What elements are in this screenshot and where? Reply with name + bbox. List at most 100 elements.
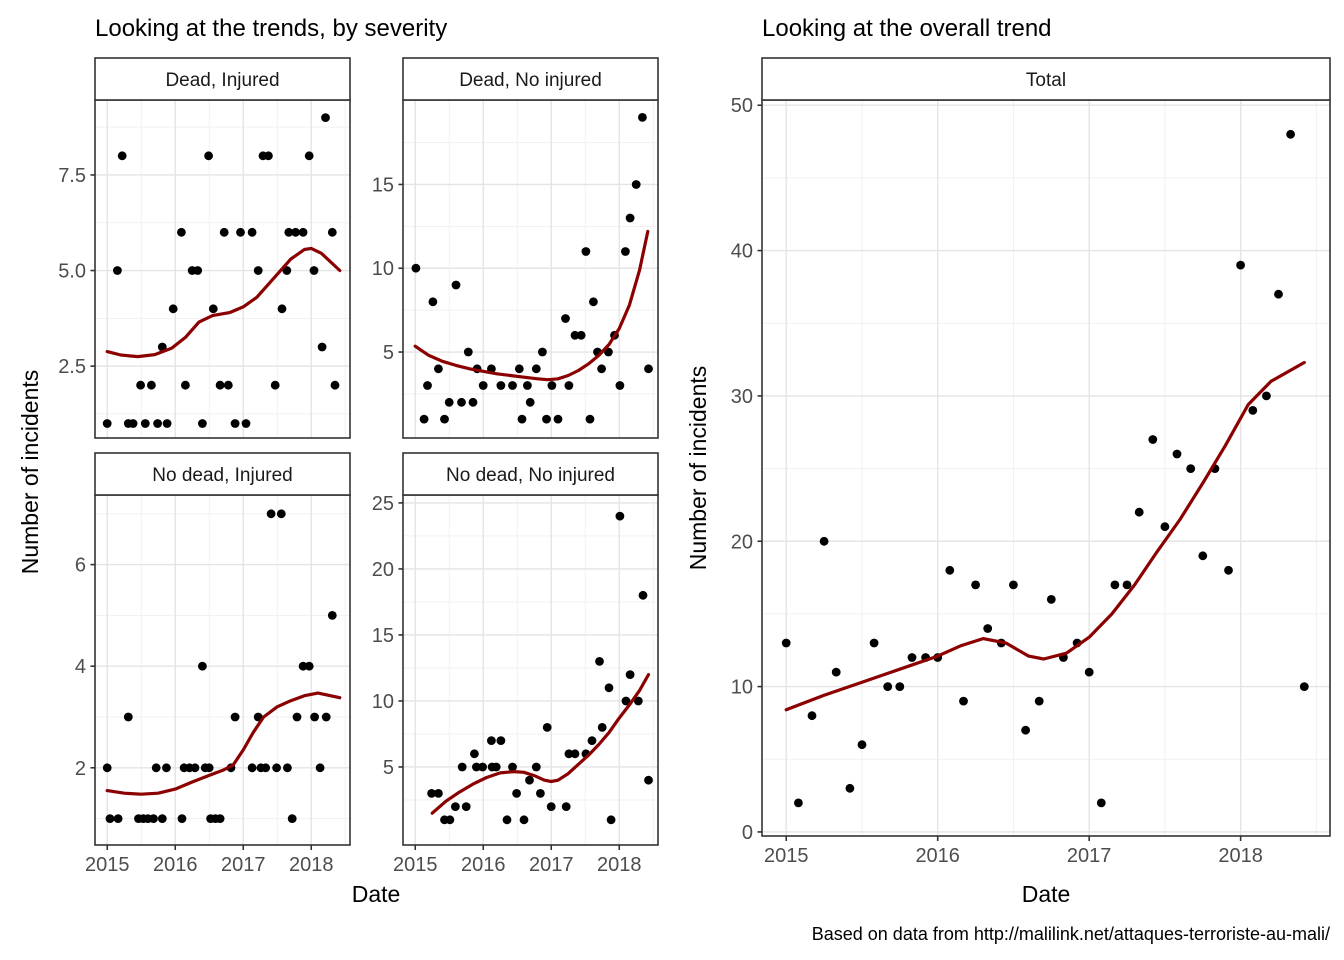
data-point bbox=[327, 227, 337, 237]
facet-strip-label: Dead, Injured bbox=[165, 70, 279, 91]
data-point bbox=[451, 802, 460, 811]
y-tick-label: 2 bbox=[75, 758, 86, 780]
data-point bbox=[253, 266, 263, 275]
data-point bbox=[625, 213, 635, 223]
facet-strip-label: Total bbox=[1026, 70, 1066, 91]
data-point bbox=[502, 815, 512, 825]
data-point bbox=[457, 762, 467, 772]
right-x-axis-title: Date bbox=[1022, 881, 1071, 907]
x-tick-label: 2018 bbox=[289, 854, 334, 876]
data-point bbox=[428, 297, 438, 307]
data-point bbox=[151, 763, 161, 773]
data-point bbox=[606, 815, 616, 825]
data-point bbox=[1224, 565, 1233, 575]
panel-background bbox=[403, 100, 658, 438]
data-point bbox=[496, 381, 506, 390]
data-point bbox=[162, 419, 172, 428]
panel-background bbox=[403, 495, 658, 845]
y-tick-label: 5 bbox=[383, 757, 394, 779]
left-y-axis-title: Number of incidents bbox=[17, 370, 43, 575]
data-point bbox=[638, 113, 647, 122]
data-point bbox=[136, 380, 146, 390]
data-point bbox=[983, 624, 993, 633]
y-tick-label: 15 bbox=[372, 174, 394, 196]
data-point bbox=[1262, 391, 1271, 401]
data-source-caption: Based on data from http://malilink.net/a… bbox=[812, 924, 1330, 944]
data-point bbox=[292, 712, 302, 722]
data-point bbox=[587, 736, 597, 745]
data-point bbox=[1021, 725, 1030, 735]
y-tick-label: 0 bbox=[742, 822, 753, 844]
data-point bbox=[845, 783, 855, 793]
data-point bbox=[581, 247, 591, 256]
data-point bbox=[604, 683, 614, 693]
data-point bbox=[781, 638, 791, 648]
data-point bbox=[883, 682, 893, 691]
data-point bbox=[514, 364, 524, 374]
y-tick-label: 50 bbox=[731, 95, 753, 117]
data-point bbox=[597, 364, 606, 374]
data-point bbox=[491, 762, 501, 772]
data-point bbox=[193, 266, 203, 275]
facet-strip bbox=[402, 57, 659, 101]
data-point bbox=[1046, 595, 1056, 604]
data-point bbox=[819, 536, 829, 546]
data-point bbox=[478, 381, 488, 390]
data-point bbox=[1299, 682, 1309, 691]
data-point bbox=[621, 247, 630, 256]
data-point bbox=[625, 670, 635, 679]
y-tick-label: 6 bbox=[75, 555, 86, 577]
data-point bbox=[1009, 580, 1018, 590]
data-point bbox=[542, 723, 552, 732]
data-point bbox=[621, 696, 631, 706]
data-point bbox=[298, 661, 308, 671]
data-point bbox=[857, 740, 867, 750]
data-point bbox=[1034, 696, 1044, 706]
data-point bbox=[1248, 406, 1258, 415]
facet-strip bbox=[94, 452, 351, 496]
data-point bbox=[434, 789, 443, 798]
data-point bbox=[1286, 129, 1295, 139]
data-point bbox=[113, 266, 122, 275]
data-point bbox=[230, 712, 240, 722]
data-point bbox=[298, 227, 308, 237]
data-point bbox=[615, 511, 625, 521]
data-point bbox=[102, 419, 112, 428]
facet-strip bbox=[761, 57, 1331, 101]
data-point bbox=[561, 314, 570, 323]
data-point bbox=[276, 509, 286, 519]
data-point bbox=[445, 815, 455, 825]
x-tick-label: 2015 bbox=[85, 854, 130, 876]
data-point bbox=[419, 414, 429, 424]
data-point bbox=[553, 414, 563, 424]
data-point bbox=[327, 611, 337, 620]
x-tick-label: 2018 bbox=[1218, 845, 1263, 867]
data-point bbox=[576, 330, 586, 340]
data-point bbox=[147, 380, 156, 390]
data-point bbox=[284, 227, 294, 237]
data-point bbox=[1236, 260, 1245, 270]
data-point bbox=[123, 712, 133, 722]
data-point bbox=[241, 419, 251, 428]
right-plot-title: Looking at the overall trend bbox=[762, 15, 1052, 42]
data-point bbox=[304, 151, 314, 161]
data-point bbox=[157, 814, 167, 823]
trend-line bbox=[784, 360, 1306, 712]
facet-strip-label: Dead, No injured bbox=[459, 70, 602, 91]
data-point bbox=[487, 736, 496, 745]
data-point bbox=[1096, 798, 1106, 808]
data-point bbox=[517, 414, 527, 424]
data-point bbox=[547, 381, 557, 390]
data-point bbox=[102, 763, 112, 773]
data-point bbox=[907, 653, 917, 662]
data-point bbox=[615, 381, 625, 390]
right-y-axis-title: Number of incidents bbox=[685, 366, 711, 571]
data-point bbox=[478, 762, 487, 772]
data-point bbox=[270, 380, 280, 390]
data-point bbox=[434, 364, 443, 374]
data-point bbox=[542, 414, 551, 424]
data-point bbox=[631, 180, 641, 189]
y-tick-label: 5 bbox=[383, 342, 394, 364]
data-point bbox=[1172, 449, 1182, 459]
